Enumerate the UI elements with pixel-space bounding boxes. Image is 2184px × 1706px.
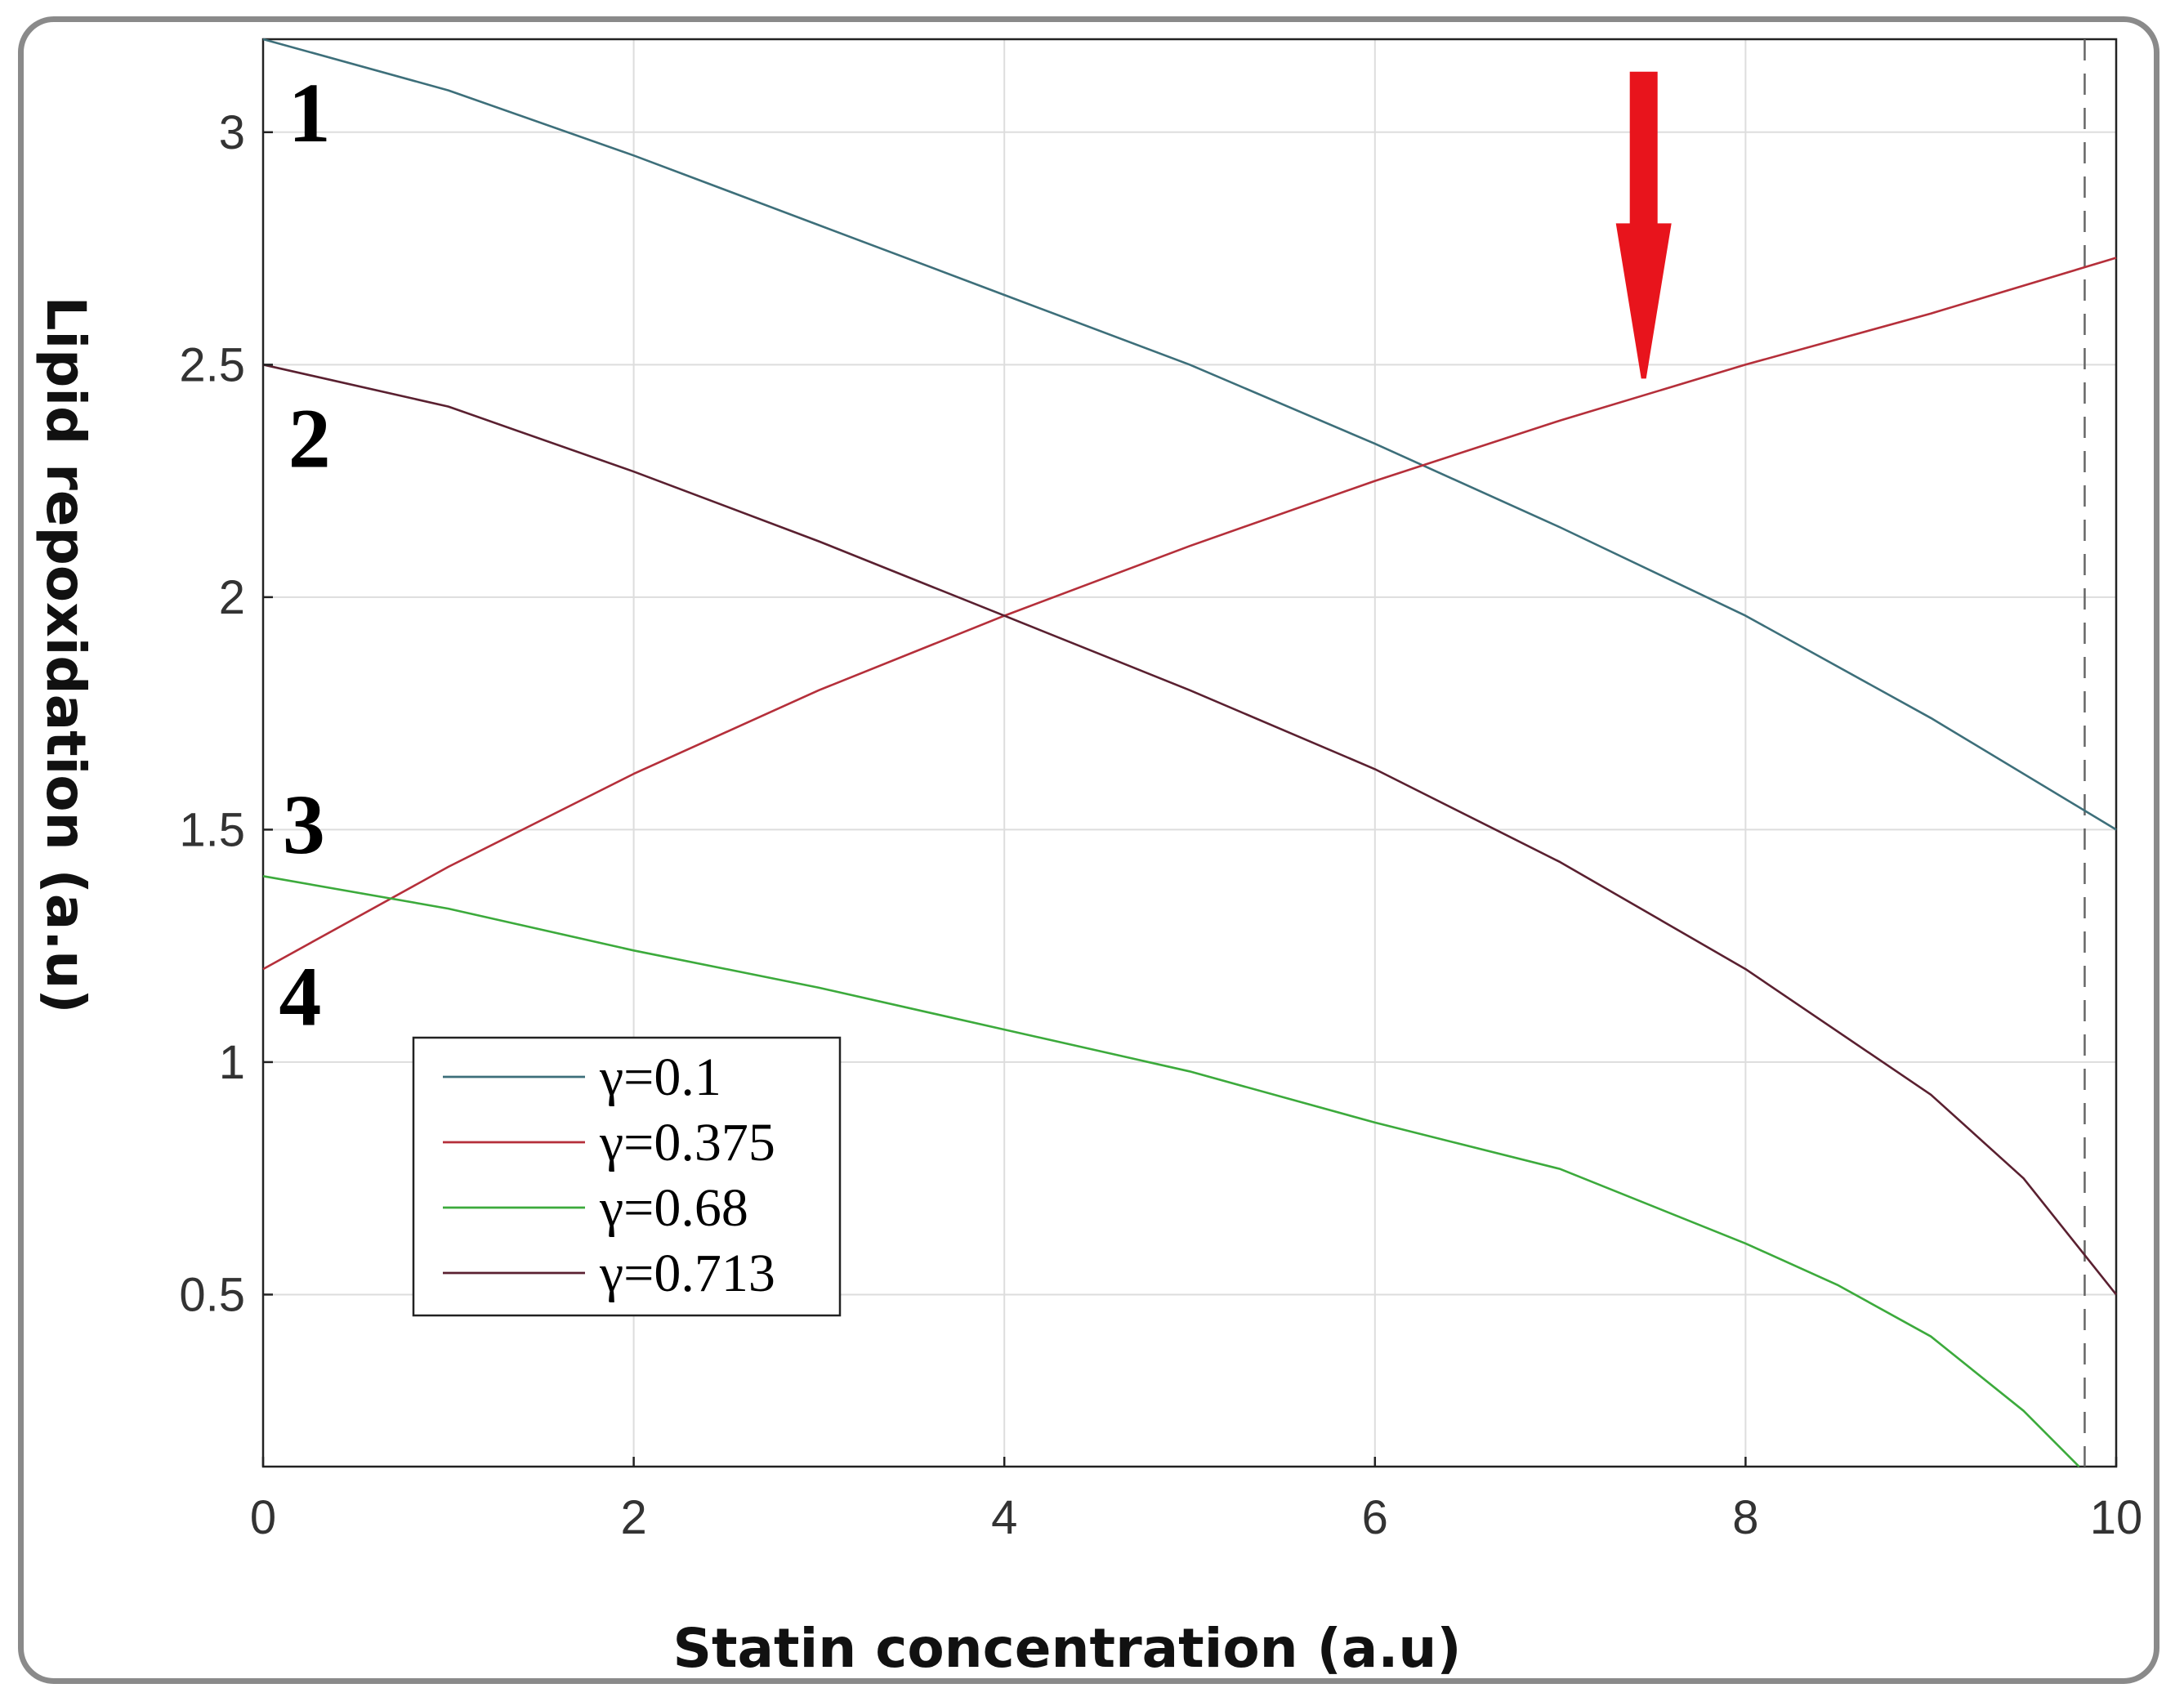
curve-label-4: 4 bbox=[279, 949, 321, 1043]
curve-labels: 1 2 3 4 bbox=[279, 66, 330, 1043]
legend: γ=0.1 γ=0.375 γ=0.68 γ=0.713 bbox=[412, 1036, 842, 1317]
series-3 bbox=[262, 875, 2080, 1467]
series-2 bbox=[262, 257, 2117, 971]
x-axis-ticks: 0 2 4 6 8 10 bbox=[250, 1457, 2142, 1544]
red-arrow bbox=[1615, 71, 1672, 379]
y-tick-label: 1 bbox=[219, 1036, 245, 1089]
legend-label: γ=0.375 bbox=[599, 1113, 775, 1172]
series-line bbox=[262, 364, 2118, 1296]
curve-label-3: 3 bbox=[283, 778, 325, 872]
legend-entry: γ=0.713 bbox=[443, 1244, 775, 1303]
series-1 bbox=[262, 38, 2117, 831]
series-4 bbox=[262, 364, 2118, 1296]
x-tick-label: 2 bbox=[620, 1491, 646, 1544]
plot-area bbox=[261, 38, 2118, 1468]
x-tick-label: 8 bbox=[1732, 1491, 1758, 1544]
curve-label-1: 1 bbox=[288, 66, 331, 160]
series-line bbox=[262, 257, 2117, 971]
x-tick-label: 4 bbox=[991, 1491, 1017, 1544]
x-tick-label: 6 bbox=[1362, 1491, 1388, 1544]
legend-box bbox=[412, 1036, 842, 1317]
arrow-annotation bbox=[1615, 71, 1672, 379]
series-group bbox=[262, 38, 2118, 1467]
figure-frame bbox=[18, 16, 2159, 1684]
y-tick-label: 0.5 bbox=[179, 1268, 245, 1321]
curve-label-2: 2 bbox=[288, 392, 331, 486]
legend-label: γ=0.713 bbox=[599, 1244, 775, 1303]
y-tick-label: 2.5 bbox=[179, 338, 245, 391]
x-tick-label: 0 bbox=[250, 1491, 276, 1544]
series-line bbox=[262, 875, 2080, 1467]
x-axis-title: Statin concentration (a.u) bbox=[672, 1617, 1461, 1680]
y-axis-ticks: 0.5 1 1.5 2 2.5 3 bbox=[179, 106, 273, 1321]
legend-entry: γ=0.1 bbox=[443, 1047, 721, 1107]
series-line bbox=[262, 38, 2117, 831]
y-axis-title: Lipid repoxidation (a.u) bbox=[34, 296, 97, 1013]
y-tick-label: 1.5 bbox=[179, 803, 245, 856]
legend-entry: γ=0.68 bbox=[443, 1178, 748, 1238]
y-tick-label: 2 bbox=[219, 571, 245, 624]
legend-entry: γ=0.375 bbox=[443, 1113, 775, 1172]
x-tick-label: 10 bbox=[2090, 1491, 2143, 1544]
y-tick-label: 3 bbox=[219, 106, 245, 159]
legend-label: γ=0.68 bbox=[599, 1178, 748, 1238]
legend-label: γ=0.1 bbox=[599, 1047, 721, 1107]
